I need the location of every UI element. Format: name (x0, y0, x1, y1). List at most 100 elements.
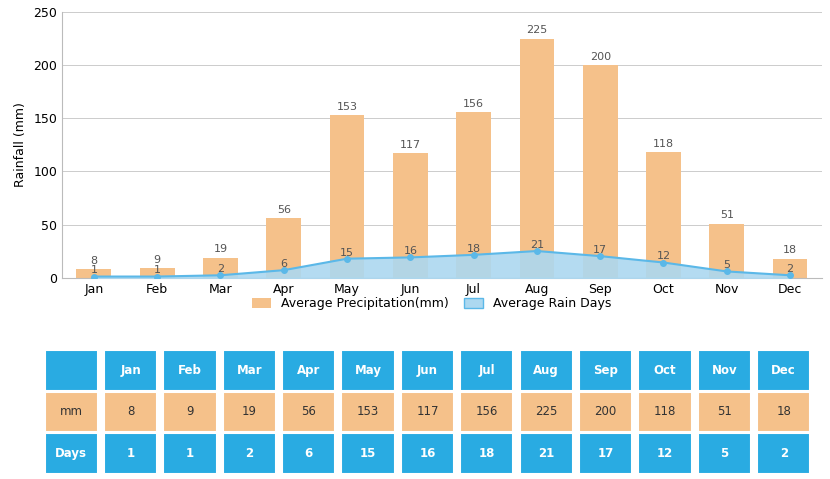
FancyBboxPatch shape (164, 350, 217, 391)
FancyBboxPatch shape (579, 350, 632, 391)
FancyBboxPatch shape (460, 433, 514, 474)
Bar (330, 115, 364, 278)
FancyBboxPatch shape (104, 392, 157, 432)
Text: 12: 12 (657, 251, 671, 262)
FancyBboxPatch shape (698, 433, 751, 474)
FancyBboxPatch shape (341, 433, 395, 474)
Text: 1: 1 (154, 265, 161, 275)
FancyBboxPatch shape (45, 392, 98, 432)
Text: 156: 156 (476, 405, 498, 419)
Text: 117: 117 (416, 405, 439, 419)
Text: 118: 118 (653, 139, 674, 149)
FancyBboxPatch shape (282, 433, 335, 474)
FancyBboxPatch shape (401, 350, 454, 391)
Text: Nov: Nov (711, 364, 737, 377)
Bar (773, 259, 808, 278)
FancyBboxPatch shape (341, 350, 395, 391)
Bar (520, 39, 554, 278)
Text: 1: 1 (90, 265, 97, 275)
Text: 2: 2 (787, 264, 793, 274)
FancyBboxPatch shape (638, 392, 691, 432)
Bar (393, 153, 427, 278)
Text: 117: 117 (400, 140, 421, 150)
FancyBboxPatch shape (698, 392, 751, 432)
Text: Apr: Apr (297, 364, 320, 377)
FancyBboxPatch shape (520, 392, 573, 432)
Bar (457, 112, 491, 278)
Text: 6: 6 (281, 259, 287, 269)
Bar (646, 152, 681, 278)
Bar (203, 258, 238, 278)
Text: 1: 1 (126, 447, 134, 460)
Text: 9: 9 (186, 405, 193, 419)
Text: 51: 51 (717, 405, 732, 419)
Text: 19: 19 (242, 405, 256, 419)
Legend: Average Precipitation(mm), Average Rain Days: Average Precipitation(mm), Average Rain … (248, 294, 615, 314)
Text: 16: 16 (403, 246, 417, 256)
FancyBboxPatch shape (579, 392, 632, 432)
Text: 16: 16 (419, 447, 436, 460)
Text: 56: 56 (301, 405, 316, 419)
FancyBboxPatch shape (45, 350, 98, 391)
Text: 5: 5 (723, 261, 730, 270)
FancyBboxPatch shape (45, 433, 98, 474)
FancyBboxPatch shape (164, 392, 217, 432)
Text: 153: 153 (357, 405, 379, 419)
FancyBboxPatch shape (460, 350, 514, 391)
Text: Jan: Jan (120, 364, 141, 377)
FancyBboxPatch shape (104, 433, 157, 474)
Text: 15: 15 (340, 248, 354, 258)
Text: 51: 51 (720, 210, 734, 220)
Text: Dec: Dec (771, 364, 796, 377)
Text: 200: 200 (594, 405, 617, 419)
Text: 21: 21 (538, 447, 554, 460)
Text: 9: 9 (154, 255, 161, 265)
Y-axis label: Rainfall (mm): Rainfall (mm) (13, 103, 27, 187)
Text: Aug: Aug (534, 364, 559, 377)
FancyBboxPatch shape (757, 392, 810, 432)
Text: Feb: Feb (178, 364, 202, 377)
Text: 2: 2 (245, 447, 253, 460)
Bar (139, 268, 174, 278)
Text: 12: 12 (657, 447, 673, 460)
FancyBboxPatch shape (401, 392, 454, 432)
FancyBboxPatch shape (460, 392, 514, 432)
FancyBboxPatch shape (222, 350, 276, 391)
FancyBboxPatch shape (757, 350, 810, 391)
FancyBboxPatch shape (104, 350, 157, 391)
Text: Jul: Jul (479, 364, 496, 377)
Text: Sep: Sep (593, 364, 618, 377)
Text: 19: 19 (213, 244, 227, 254)
Text: 18: 18 (466, 244, 481, 254)
Bar (583, 65, 618, 278)
Bar (76, 269, 111, 278)
Text: 225: 225 (535, 405, 558, 419)
FancyBboxPatch shape (282, 350, 335, 391)
FancyBboxPatch shape (222, 433, 276, 474)
Text: 225: 225 (526, 25, 548, 35)
Text: Oct: Oct (654, 364, 676, 377)
Text: 8: 8 (90, 256, 97, 266)
Text: Mar: Mar (237, 364, 262, 377)
FancyBboxPatch shape (164, 433, 217, 474)
Text: 118: 118 (654, 405, 676, 419)
Text: 2: 2 (779, 447, 788, 460)
FancyBboxPatch shape (638, 433, 691, 474)
Text: 1: 1 (186, 447, 194, 460)
Text: 6: 6 (305, 447, 313, 460)
Text: 21: 21 (530, 240, 544, 250)
FancyBboxPatch shape (341, 392, 395, 432)
FancyBboxPatch shape (282, 392, 335, 432)
Bar (710, 224, 745, 278)
Text: 5: 5 (720, 447, 729, 460)
Text: 18: 18 (783, 246, 797, 255)
FancyBboxPatch shape (698, 350, 751, 391)
Text: 156: 156 (463, 99, 484, 109)
Text: Jun: Jun (417, 364, 438, 377)
Text: Days: Days (55, 447, 87, 460)
Text: 17: 17 (598, 447, 613, 460)
Text: mm: mm (60, 405, 83, 419)
FancyBboxPatch shape (579, 433, 632, 474)
FancyBboxPatch shape (222, 392, 276, 432)
Text: May: May (354, 364, 382, 377)
